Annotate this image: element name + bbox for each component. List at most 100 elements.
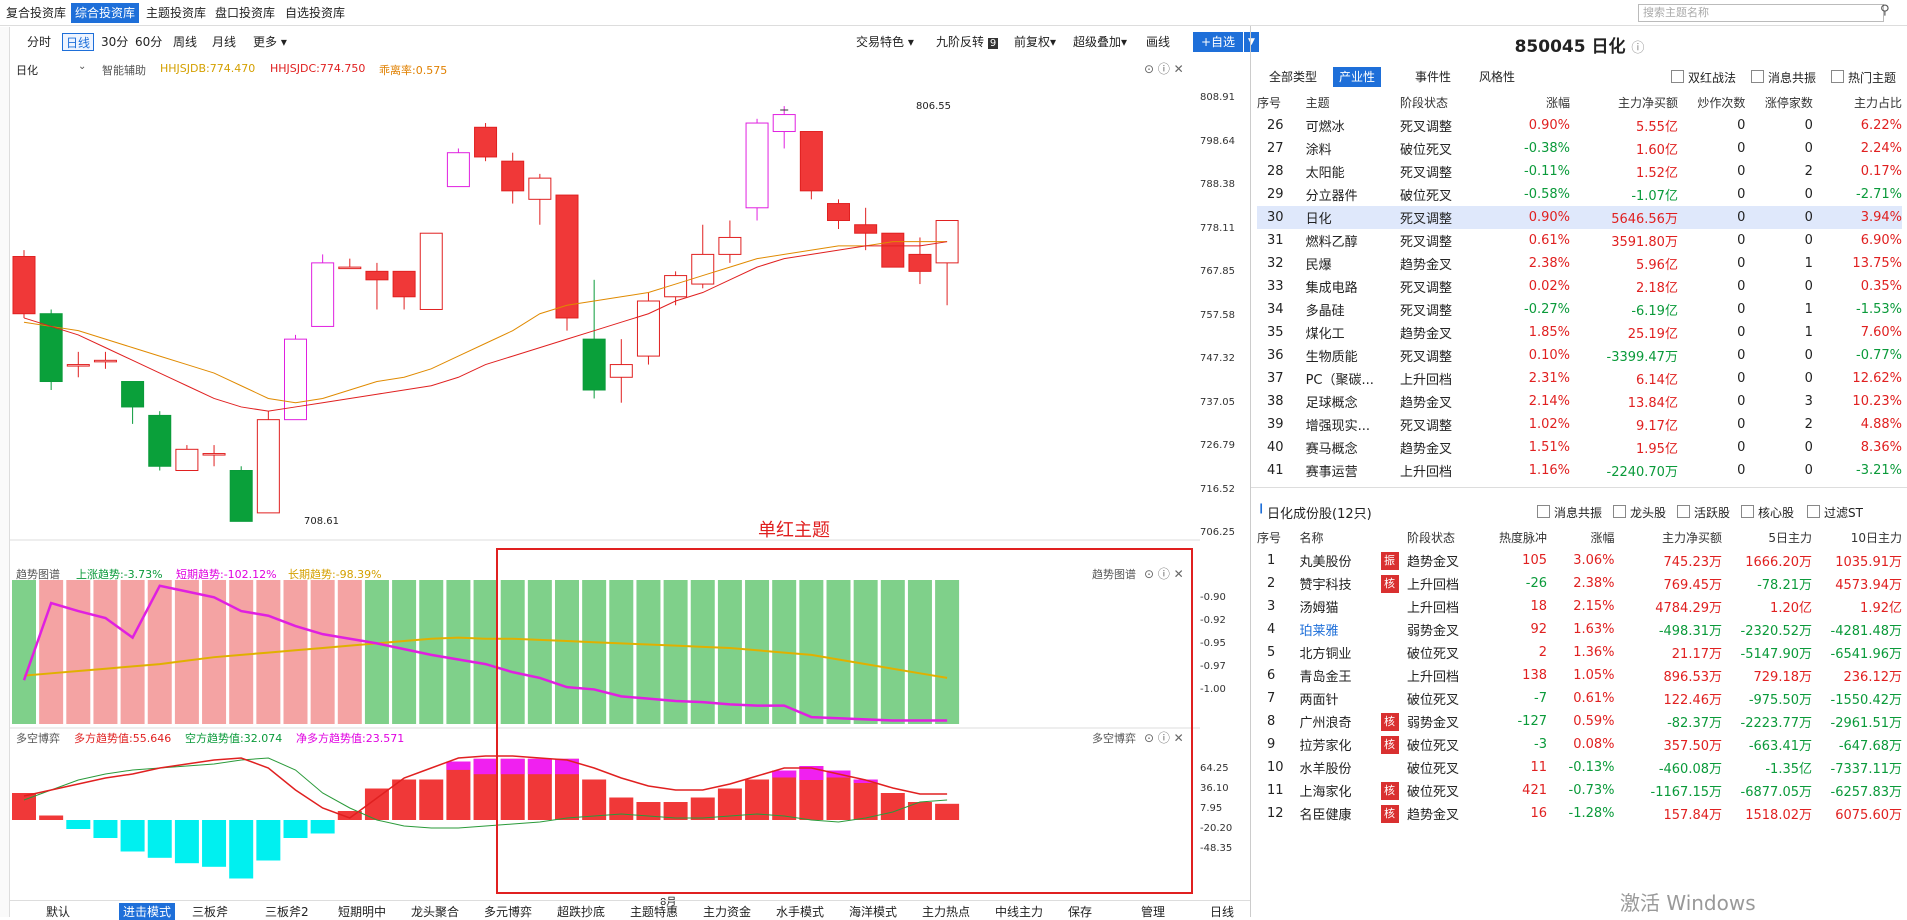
checkbox-stock-news[interactable]: 消息共振 xyxy=(1537,504,1602,521)
strategy-tab[interactable]: 短期明中 xyxy=(338,905,387,919)
watchlist-dropdown[interactable]: ▼ xyxy=(1244,32,1259,52)
strategy-tab[interactable]: 管理 xyxy=(1141,905,1166,919)
checkbox-active[interactable]: 活跃股 xyxy=(1677,504,1730,521)
add-watchlist-button[interactable]: +自选 xyxy=(1193,32,1243,52)
table-row[interactable]: 34 多晶硅 死叉调整 -0.27% -6.19亿 0 1 -1.53% xyxy=(1257,298,1902,321)
tab-style[interactable]: 风格性 xyxy=(1479,70,1516,84)
column-header[interactable]: 热度脉冲 xyxy=(1498,531,1547,545)
search-icon[interactable]: ⚲ xyxy=(1880,3,1890,18)
column-header[interactable] xyxy=(1372,526,1407,549)
table-row[interactable]: 8 广州浪奇 核弱势金叉 -127 0.59% -82.37万 -2223.77万 -2961… xyxy=(1257,710,1902,733)
table-row[interactable]: 5 北方铜业 破位死叉 2 1.36% 21.17万 -5147.90万 -6541.96万 xyxy=(1257,641,1902,664)
strategy-tab[interactable]: 多元博弈 xyxy=(484,905,533,919)
table-row[interactable]: 6 青岛金王 上升回档 138 1.05% 896.53万 729.18万 236.12万 xyxy=(1257,664,1902,687)
column-header[interactable]: 主题 xyxy=(1305,96,1330,110)
column-header[interactable]: 涨幅 xyxy=(1546,96,1571,110)
column-header[interactable]: 涨停家数 xyxy=(1764,96,1813,110)
column-header[interactable]: 序号 xyxy=(1257,531,1282,545)
duokong-controls[interactable]: ⊙ ⓘ ✕ xyxy=(1144,731,1184,745)
column-header[interactable]: 阶段状态 xyxy=(1407,531,1456,545)
period-60min[interactable]: 60分 xyxy=(135,35,163,49)
table-row[interactable]: 35 煤化工 趋势金叉 1.85% 25.19亿 0 1 7.60% xyxy=(1257,321,1902,344)
table-row[interactable]: 1 丸美股份 振趋势金叉 105 3.06% 745.23万 1666.20万 1035.91… xyxy=(1257,549,1902,572)
info-icon[interactable]: ⓘ xyxy=(1631,41,1645,56)
bottom-period-label[interactable]: 日线 xyxy=(1210,905,1235,919)
column-header[interactable]: 涨幅 xyxy=(1590,531,1615,545)
table-row[interactable]: 3 汤姆猫 上升回档 18 2.15% 4784.29万 1.20亿 1.92亿 xyxy=(1257,595,1902,618)
checkbox-hot[interactable]: 热门主题 xyxy=(1831,69,1896,86)
tab-watchlist[interactable]: 自选投资库 xyxy=(285,6,346,20)
period-weekly[interactable]: 周线 xyxy=(173,35,198,49)
table-row[interactable]: 12 名臣健康 核趋势金叉 16 -1.28% 157.84万 1518.02万 6075.6… xyxy=(1257,802,1902,825)
tab-event[interactable]: 事件性 xyxy=(1415,70,1452,84)
tab-comprehensive[interactable]: 综合投资库 xyxy=(71,3,140,23)
table-row[interactable]: 33 集成电路 死叉调整 0.02% 2.18亿 0 0 0.35% xyxy=(1257,275,1902,298)
trend-controls[interactable]: ⊙ ⓘ ✕ xyxy=(1144,567,1184,581)
tab-theme[interactable]: 主题投资库 xyxy=(146,6,207,20)
more-menu[interactable]: 更多 ▾ xyxy=(253,35,287,49)
table-row[interactable]: 7 两面针 破位死叉 -7 0.61% 122.46万 -975.50万 -1550.42万 xyxy=(1257,687,1902,710)
period-30min[interactable]: 30分 xyxy=(101,35,129,49)
strategy-tab[interactable]: 三板斧 xyxy=(192,905,229,919)
column-header[interactable]: 主力净买额 xyxy=(1661,531,1722,545)
column-header[interactable]: 5日主力 xyxy=(1768,531,1812,545)
chart-controls[interactable]: ⊙ ⓘ ✕ xyxy=(1144,62,1184,76)
column-header[interactable]: 主力占比 xyxy=(1853,96,1902,110)
checkbox-filter-st[interactable]: 过滤ST xyxy=(1807,504,1863,521)
draw-line-button[interactable]: 画线 xyxy=(1146,35,1171,49)
adjust-menu[interactable]: 前复权▾ xyxy=(1014,35,1057,49)
nine-reversal-toggle[interactable]: 九阶反转 9 xyxy=(936,35,999,49)
table-row[interactable]: 4 珀莱雅 弱势金叉 92 1.63% -498.31万 -2320.52万 -4281.48… xyxy=(1257,618,1902,641)
table-row[interactable]: 2 赞宇科技 核上升回档 -26 2.38% 769.45万 -78.21万 4573.94万 xyxy=(1257,572,1902,595)
table-row[interactable]: 41 赛事运营 上升回档 1.16% -2240.70万 0 0 -3.21% xyxy=(1257,459,1902,482)
table-row[interactable]: 36 生物质能 死叉调整 0.10% -3399.47万 0 0 -0.77% xyxy=(1257,344,1902,367)
period-daily[interactable]: 日线 xyxy=(62,33,95,51)
strategy-tab[interactable]: 龙头聚合 xyxy=(411,905,460,919)
tab-all-types[interactable]: 全部类型 xyxy=(1269,70,1318,84)
tab-handicap[interactable]: 盘口投资库 xyxy=(215,6,276,20)
column-header[interactable]: 阶段状态 xyxy=(1400,96,1449,110)
table-row[interactable]: 11 上海家化 核破位死叉 421 -0.73% -1167.15万 -6877.05万 -6… xyxy=(1257,779,1902,802)
strategy-tab[interactable]: 默认 xyxy=(46,905,71,919)
strategy-tab[interactable]: 三板斧2 xyxy=(265,905,309,919)
period-fenshi[interactable]: 分时 xyxy=(27,35,52,49)
column-header[interactable]: 主力净买额 xyxy=(1617,96,1678,110)
table-row[interactable]: 37 PC（聚碳... 上升回档 2.31% 6.14亿 0 0 12.62% xyxy=(1257,367,1902,390)
checkbox-shuanghong[interactable]: 双红战法 xyxy=(1671,69,1736,86)
column-header[interactable]: 炒作次数 xyxy=(1697,96,1746,110)
table-row[interactable]: 28 太阳能 死叉调整 -0.11% 1.52亿 0 2 0.17% xyxy=(1257,160,1902,183)
table-row[interactable]: 26 可燃冰 死叉调整 0.90% 5.55亿 0 0 6.22% xyxy=(1257,114,1902,137)
table-row[interactable]: 10 水羊股份 破位死叉 11 -0.13% -460.08万 -1.35亿 -7337.11… xyxy=(1257,756,1902,779)
chart-canvas[interactable] xyxy=(10,78,1200,900)
strategy-tab[interactable]: 主力热点 xyxy=(922,905,971,919)
search-input[interactable]: 搜索主题名称 xyxy=(1638,4,1884,22)
strategy-tab[interactable]: 超跌抄底 xyxy=(557,905,606,919)
column-header[interactable]: 名称 xyxy=(1299,531,1324,545)
table-row[interactable]: 38 足球概念 趋势金叉 2.14% 13.84亿 0 3 10.23% xyxy=(1257,390,1902,413)
table-row[interactable]: 40 赛马概念 趋势金叉 1.51% 1.95亿 0 0 8.36% xyxy=(1257,436,1902,459)
strategy-tab[interactable]: 海洋模式 xyxy=(849,905,898,919)
chevron-down-icon[interactable]: ⌄ xyxy=(78,61,87,72)
strategy-tab[interactable]: 主力资金 xyxy=(703,905,752,919)
column-header[interactable]: 10日主力 xyxy=(1850,531,1902,545)
checkbox-leader[interactable]: 龙头股 xyxy=(1613,504,1666,521)
trading-feature-menu[interactable]: 交易特色 ▾ xyxy=(856,35,914,49)
table-row[interactable]: 30 日化 死叉调整 0.90% 5646.56万 0 0 3.94% xyxy=(1257,206,1902,229)
overlay-menu[interactable]: 超级叠加▾ xyxy=(1073,35,1128,49)
table-row[interactable]: 27 涂料 破位死叉 -0.38% 1.60亿 0 0 2.24% xyxy=(1257,137,1902,160)
checkbox-news[interactable]: 消息共振 xyxy=(1751,69,1816,86)
strategy-tab[interactable]: 中线主力 xyxy=(995,905,1044,919)
checkbox-core[interactable]: 核心股 xyxy=(1741,504,1794,521)
table-row[interactable]: 32 民爆 趋势金叉 2.38% 5.96亿 0 1 13.75% xyxy=(1257,252,1902,275)
table-row[interactable]: 31 燃料乙醇 死叉调整 0.61% 3591.80万 0 0 6.90% xyxy=(1257,229,1902,252)
strategy-tab[interactable]: 主题特惠 xyxy=(630,905,679,919)
column-header[interactable]: 序号 xyxy=(1257,96,1282,110)
period-monthly[interactable]: 月线 xyxy=(212,35,237,49)
strategy-tab[interactable]: 进击模式 xyxy=(119,903,176,920)
tab-composite[interactable]: 复合投资库 xyxy=(6,6,67,20)
strategy-tab[interactable]: 保存 xyxy=(1068,905,1093,919)
table-row[interactable]: 39 增强现实... 死叉调整 1.02% 9.17亿 0 2 4.88% xyxy=(1257,413,1902,436)
strategy-tab[interactable]: 水手模式 xyxy=(776,905,825,919)
table-row[interactable]: 9 拉芳家化 核破位死叉 -3 0.08% 357.50万 -663.41万 -647.68万 xyxy=(1257,733,1902,756)
tab-industry[interactable]: 产业性 xyxy=(1333,67,1382,87)
